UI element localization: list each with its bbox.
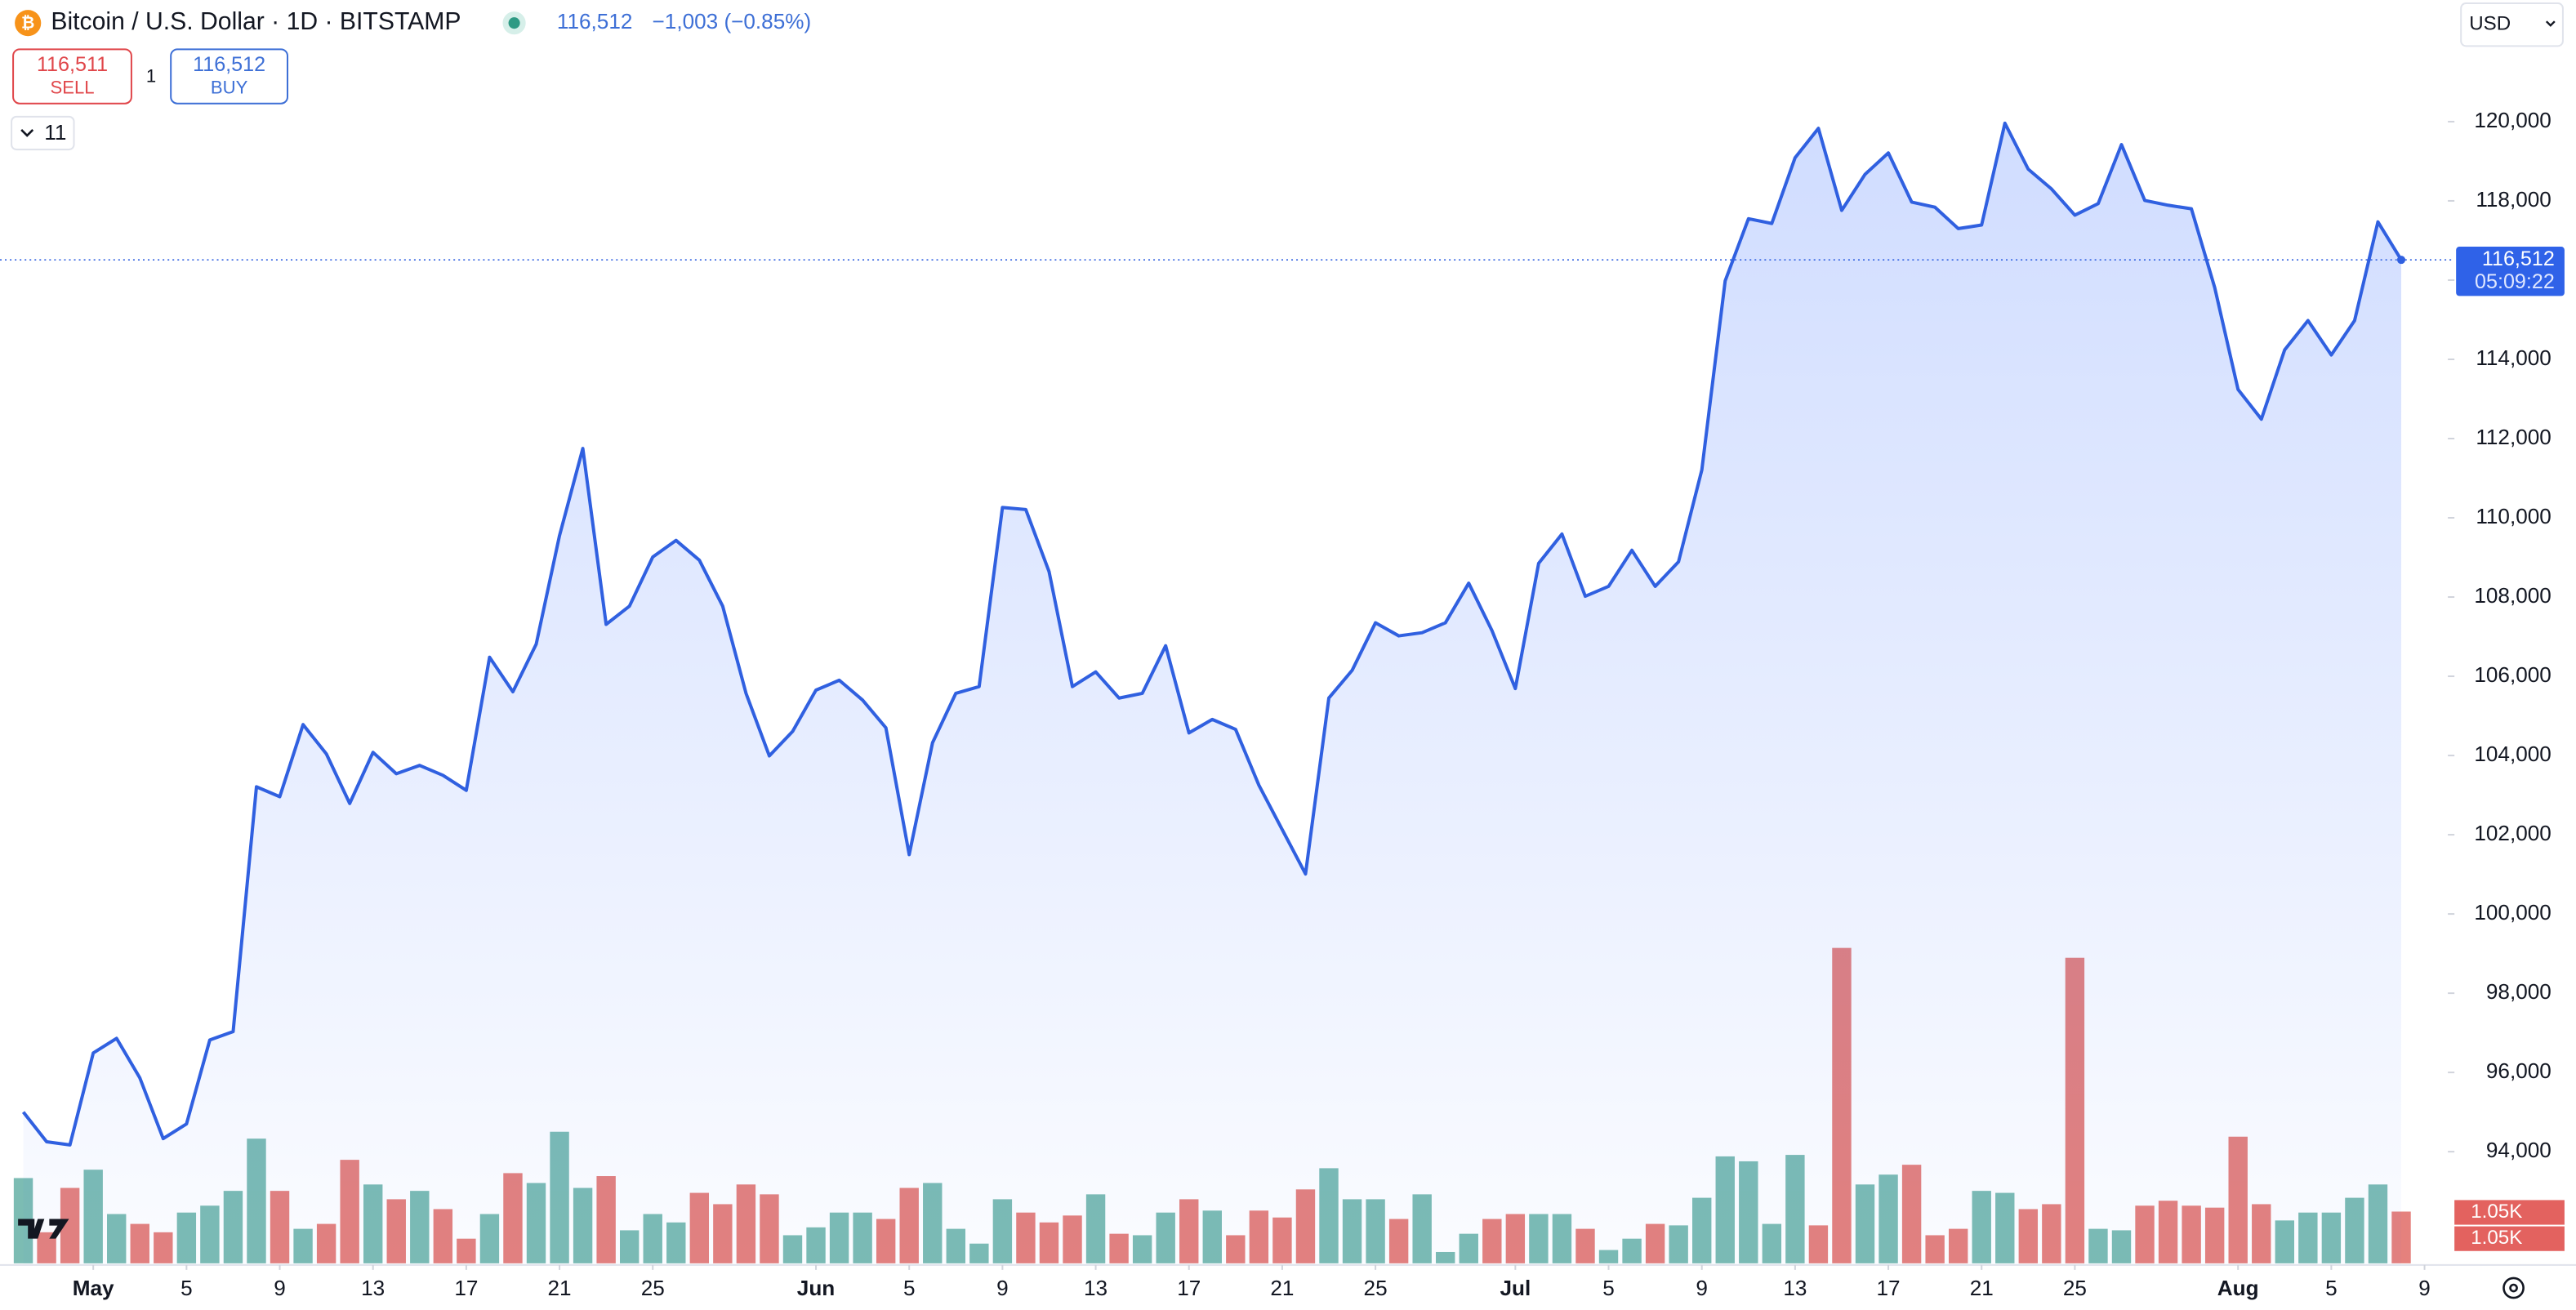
volume-tag — [2454, 1226, 2565, 1251]
plot-area — [13, 121, 2411, 1265]
area-fill — [23, 123, 2402, 1265]
x-tick-label: 13 — [361, 1276, 385, 1300]
countdown: 05:09:22 — [2475, 270, 2555, 293]
x-tick-label: 25 — [1364, 1276, 1388, 1300]
x-tick-label: 17 — [1877, 1276, 1901, 1300]
x-tick-label: 9 — [1696, 1276, 1708, 1300]
y-tick-label: 98,000 — [2486, 979, 2551, 1004]
indicators-count: 11 — [44, 120, 66, 145]
x-tick-label: 17 — [1177, 1276, 1201, 1300]
x-tick-label: 5 — [1602, 1276, 1615, 1300]
x-tick-label: 9 — [274, 1276, 286, 1300]
sell-price: 116,511 — [37, 53, 108, 76]
price-tag — [2456, 247, 2565, 296]
volume-tag — [2454, 1200, 2565, 1225]
logo[interactable] — [18, 1219, 69, 1239]
price-line — [21, 121, 2403, 1147]
header-change: −1,003 (−0.85%) — [653, 9, 812, 33]
sell-button[interactable] — [12, 48, 132, 105]
y-tick-label: 104,000 — [2474, 742, 2551, 766]
x-tick-label: 21 — [548, 1276, 572, 1300]
settings-icon-center — [2509, 1283, 2518, 1293]
y-tick-label: 110,000 — [2476, 504, 2551, 528]
header-price: 116,512 — [557, 9, 633, 33]
x-tick-label: 21 — [1270, 1276, 1294, 1300]
y-tick-label: 120,000 — [2474, 108, 2551, 132]
x-tick-label: 17 — [454, 1276, 478, 1300]
settings-icon[interactable] — [2502, 1277, 2525, 1299]
currency-select[interactable] — [2460, 2, 2564, 47]
currency: USD — [2469, 13, 2511, 35]
y-tick-label: 108,000 — [2474, 583, 2551, 608]
x-tick-label: 21 — [1970, 1276, 1994, 1300]
y-tick-label: 96,000 — [2486, 1058, 2551, 1083]
volume-tag-label: 1.05K — [2471, 1201, 2522, 1223]
y-tick-label: 94,000 — [2486, 1138, 2551, 1162]
buy-button[interactable] — [170, 48, 289, 105]
y-tick-label: 100,000 — [2474, 900, 2551, 925]
x-tick-label: 5 — [180, 1276, 193, 1300]
sell-label: SELL — [50, 77, 94, 97]
x-tick-label: 9 — [996, 1276, 1009, 1300]
spread: 1 — [146, 65, 156, 86]
y-tick-label: 102,000 — [2474, 821, 2551, 845]
x-tick-label: 9 — [2418, 1276, 2431, 1300]
x-tick-label: 5 — [2325, 1276, 2338, 1300]
x-tick-label: 25 — [641, 1276, 665, 1300]
x-tick-label: 13 — [1783, 1276, 1807, 1300]
x-tick-label: May — [73, 1276, 114, 1300]
chevron-icon — [2545, 20, 2556, 27]
x-tick-label: Jul — [1500, 1276, 1531, 1300]
x-tick-label: 5 — [903, 1276, 916, 1300]
coin-icon — [15, 10, 42, 37]
y-tick-label: 114,000 — [2476, 345, 2551, 370]
chevron-icon — [20, 129, 34, 137]
volume-tag-label: 1.05K — [2471, 1227, 2522, 1249]
x-tick-label: Jun — [797, 1276, 835, 1300]
y-tick-label: 112,000 — [2476, 425, 2551, 449]
market-status-dot — [508, 17, 520, 29]
buy-label: BUY — [211, 77, 248, 97]
x-tick-label: 13 — [1084, 1276, 1108, 1300]
y-tick-label: 118,000 — [2476, 187, 2551, 212]
price-tag-label: 116,512 — [2482, 247, 2555, 270]
indicators-toggle[interactable] — [11, 115, 75, 151]
x-tick-label: 25 — [2063, 1276, 2087, 1300]
symbol-title[interactable]: Bitcoin / U.S. Dollar · 1D · BITSTAMP — [51, 8, 461, 35]
x-tick-label: Aug — [2217, 1276, 2259, 1300]
coin-symbol: ₿ — [21, 15, 34, 33]
buy-price: 116,512 — [193, 53, 265, 76]
y-tick-label: 106,000 — [2474, 662, 2551, 687]
